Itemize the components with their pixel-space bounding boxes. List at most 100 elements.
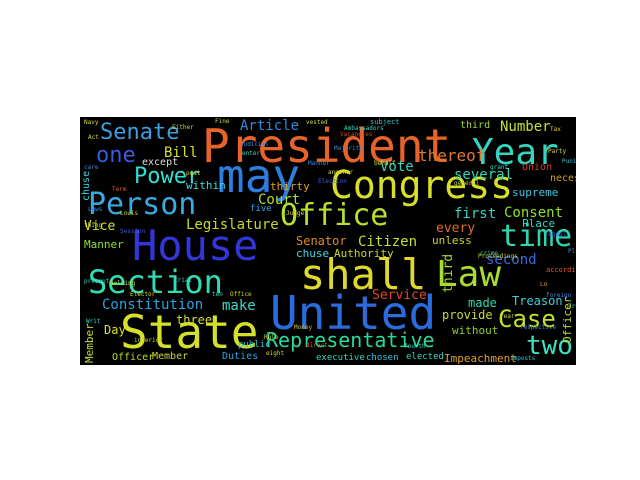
- word-another: eight: [266, 350, 285, 357]
- word-make: make: [222, 298, 256, 314]
- word-number: Number: [500, 119, 551, 135]
- word-treason: Treason: [512, 294, 563, 308]
- word-chosen: three: [176, 313, 213, 327]
- word-punishment: interior: [134, 337, 163, 344]
- word-lay: Writ: [86, 318, 101, 325]
- word-subject: Rule: [264, 334, 279, 341]
- word-duties: Officer: [112, 352, 155, 363]
- word-united: United: [270, 286, 437, 340]
- word-writ: Trust: [568, 303, 576, 310]
- word-executive: Impeachment: [444, 352, 517, 365]
- word-elector: supreme: [512, 186, 559, 199]
- word-authority: except: [142, 157, 179, 168]
- word-laws: crime: [480, 250, 499, 257]
- word-foreign: subject: [370, 118, 400, 126]
- word-navy: fourth: [404, 343, 426, 350]
- word-place-small: Session: [120, 228, 146, 235]
- word-majority: Proceedings: [478, 253, 518, 260]
- word-vice: second: [486, 252, 537, 268]
- word-section: Section: [88, 263, 223, 301]
- word-law: Law: [436, 254, 502, 295]
- word-post: Navy: [84, 119, 99, 126]
- word-within: Day: [104, 323, 126, 337]
- word-ambassadors: imposts: [510, 355, 536, 362]
- word-manner: Place: [522, 217, 556, 230]
- word-place: unless: [432, 234, 472, 247]
- word-second: without: [452, 324, 499, 337]
- word-power: Power: [134, 164, 201, 189]
- word-member: Member: [83, 323, 96, 363]
- word-service: Service: [372, 288, 427, 303]
- word-year: Year: [472, 132, 559, 173]
- word-representative: Representative: [266, 328, 435, 352]
- word-court: Court: [258, 192, 301, 208]
- word-manner-small: Act: [88, 134, 99, 141]
- word-third: third: [441, 253, 456, 293]
- word-full: care: [84, 164, 99, 171]
- word-every: every: [436, 221, 476, 236]
- word-trust: Term: [112, 186, 127, 193]
- word-behalf: Fine: [215, 118, 230, 125]
- word-interior: Judge: [286, 210, 305, 217]
- word-shall: shall: [300, 250, 427, 299]
- word-money: elected: [406, 352, 444, 362]
- word-one: one: [96, 143, 136, 168]
- word-session: Laws: [88, 206, 103, 213]
- word-judicial: Punishment: [562, 158, 576, 165]
- word-senator: Senator: [296, 234, 347, 248]
- word-thereof: thereof: [418, 146, 486, 165]
- word-impeachment: Member: [152, 351, 189, 362]
- word-citizen: Citizen: [358, 234, 418, 250]
- word-thing: general: [454, 180, 480, 187]
- word-bill: Bill: [164, 145, 198, 161]
- word-two: two: [526, 331, 573, 361]
- word-grant: present: [84, 278, 110, 285]
- word-president: President: [202, 119, 452, 173]
- word-holding: vested: [306, 119, 328, 126]
- word-supreme: five: [250, 204, 272, 214]
- word-necessary: public: [238, 340, 271, 350]
- word-except: Manner: [84, 238, 124, 251]
- word-three: Duties: [222, 351, 259, 362]
- word-act: direct: [306, 342, 328, 349]
- word-state: State: [120, 305, 259, 359]
- word-according: Election: [318, 178, 347, 185]
- word-eight: third: [460, 120, 491, 131]
- word-ten: another: [328, 169, 354, 176]
- word-union: thirty: [270, 180, 310, 193]
- word-imposts: foreign: [546, 292, 572, 299]
- word-trial: enter: [242, 150, 261, 157]
- word-chuse: chuse: [81, 170, 92, 201]
- word-case: Case: [498, 305, 556, 333]
- word-house: House: [132, 221, 259, 270]
- word-consent: Consent: [504, 205, 564, 221]
- word-time: time: [500, 219, 573, 254]
- word-louis: judicial: [240, 141, 269, 148]
- word-elected: Union: [522, 162, 553, 173]
- word-legislature: Legislature: [186, 217, 279, 233]
- word-person: Person: [88, 187, 197, 222]
- word-either: thing: [84, 222, 103, 229]
- word-nobility: Tax: [550, 126, 561, 133]
- word-vacancies: Money: [294, 324, 313, 331]
- word-emolument: Year: [500, 313, 515, 320]
- word-office-small: Vacancies: [340, 131, 373, 138]
- word-public: Authority: [334, 247, 394, 260]
- word-several: several: [454, 167, 514, 183]
- word-congress: Congress: [330, 163, 514, 207]
- word-crime: Manner: [308, 160, 330, 167]
- word-may: may: [217, 149, 301, 203]
- word-provide: provide: [442, 308, 493, 322]
- word-judge: grant: [490, 164, 509, 171]
- word-lo: Majority: [334, 145, 363, 152]
- word-senate: Senate: [100, 120, 180, 145]
- word-article: Article: [240, 118, 300, 134]
- word-general: trial: [174, 277, 193, 284]
- word-thirty: within: [186, 179, 226, 192]
- word-officer: Officer: [561, 296, 574, 343]
- word-respective: ten: [212, 291, 223, 298]
- word-office: Office: [280, 198, 389, 233]
- word-cloud: President may Year Congress Person Offic…: [80, 117, 576, 365]
- word-year-small: Place: [568, 248, 576, 255]
- word-party: Lo: [540, 281, 548, 288]
